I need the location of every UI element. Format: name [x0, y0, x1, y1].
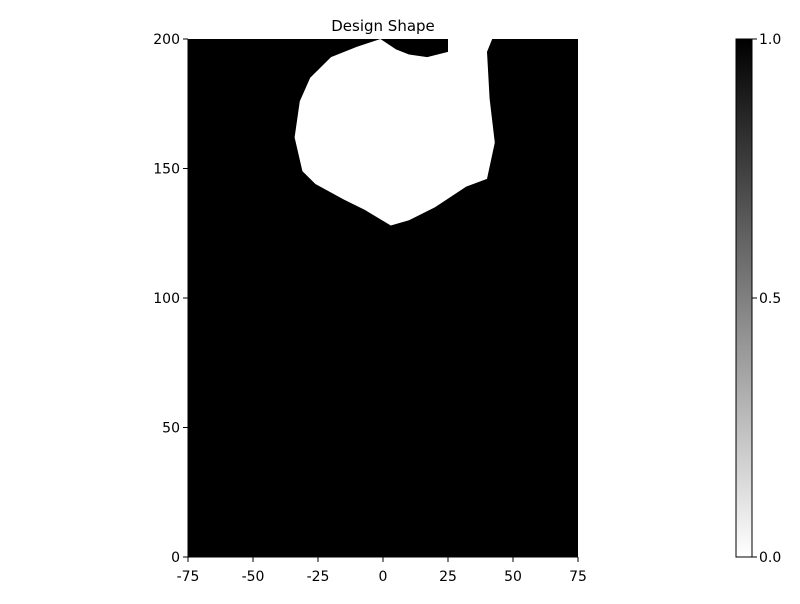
x-tick-label: -25 [307, 569, 330, 585]
colorbar-tick-label: 1.0 [759, 32, 781, 48]
y-tick-label: 150 [153, 162, 180, 178]
colorbar-ticks: 0.0 0.5 1.0 [752, 32, 781, 566]
colorbar: 0.0 0.5 1.0 [735, 32, 781, 566]
x-tick-label: -75 [177, 569, 200, 585]
x-tick-label: 75 [569, 569, 587, 585]
x-tick-label: 50 [504, 569, 522, 585]
y-tick-label: 0 [171, 550, 180, 566]
colorbar-tick-label: 0.5 [759, 291, 781, 307]
design-shape-region [294, 39, 495, 226]
chart-title: Design Shape [331, 17, 435, 35]
colorbar-tick-label: 0.0 [759, 550, 781, 566]
y-tick-label: 100 [153, 291, 180, 307]
y-tick-label: 50 [162, 421, 180, 437]
x-tick-label: -50 [242, 569, 265, 585]
x-tick-label: 0 [379, 569, 388, 585]
colorbar-gradient [735, 38, 753, 558]
y-axis-ticks: 0 50 100 150 200 [153, 32, 188, 566]
x-axis-ticks: -75 -50 -25 0 25 50 75 [177, 557, 587, 585]
y-tick-label: 200 [153, 32, 180, 48]
x-tick-label: 25 [439, 569, 457, 585]
